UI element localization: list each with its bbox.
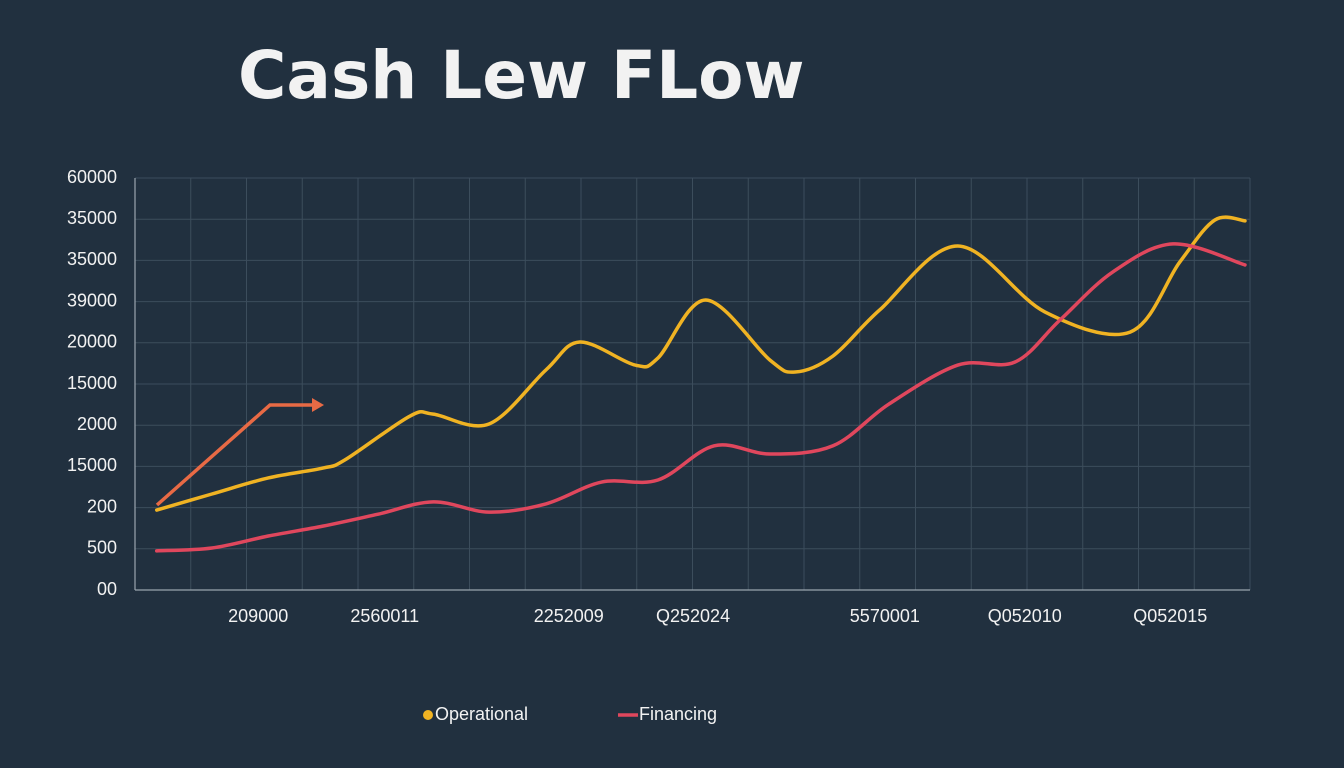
grid: 00 500 200 15000 2000 15000 20000 39000 35000 350…	[67, 167, 1251, 626]
y-tick-label: 35000	[67, 208, 117, 228]
legend-label: Financing	[639, 704, 717, 724]
x-tick-label: Q252024	[656, 606, 730, 626]
y-tick-label: 15000	[67, 455, 117, 475]
annotation-arrow-head	[312, 398, 324, 412]
y-tick-label: 20000	[67, 332, 117, 352]
x-tick-label: Q052010	[988, 606, 1062, 626]
legend: Operational Financing	[423, 704, 717, 724]
x-tick-label: 5570001	[850, 606, 920, 626]
plot	[154, 215, 1247, 553]
series-line	[154, 242, 1247, 553]
y-tick-label: 39000	[67, 290, 117, 310]
legend-label: Operational	[435, 704, 528, 724]
chart-title: Cash Lew FLow	[238, 37, 804, 114]
legend-marker	[423, 710, 433, 720]
y-tick-label: 60000	[67, 167, 117, 187]
y-tick-label: 35000	[67, 249, 117, 269]
x-tick-label: 2252009	[534, 606, 604, 626]
x-tick-label: Q052015	[1133, 606, 1207, 626]
y-tick-label: 15000	[67, 373, 117, 393]
x-tick-label: 2560011	[350, 606, 419, 626]
x-tick-label: 209000	[228, 606, 288, 626]
annotation-arrow	[155, 403, 316, 507]
y-tick-label: 00	[97, 579, 117, 599]
y-tick-label: 500	[87, 538, 117, 558]
y-tick-label: 2000	[77, 414, 117, 434]
series-line	[154, 215, 1247, 512]
y-tick-label: 200	[87, 496, 117, 516]
